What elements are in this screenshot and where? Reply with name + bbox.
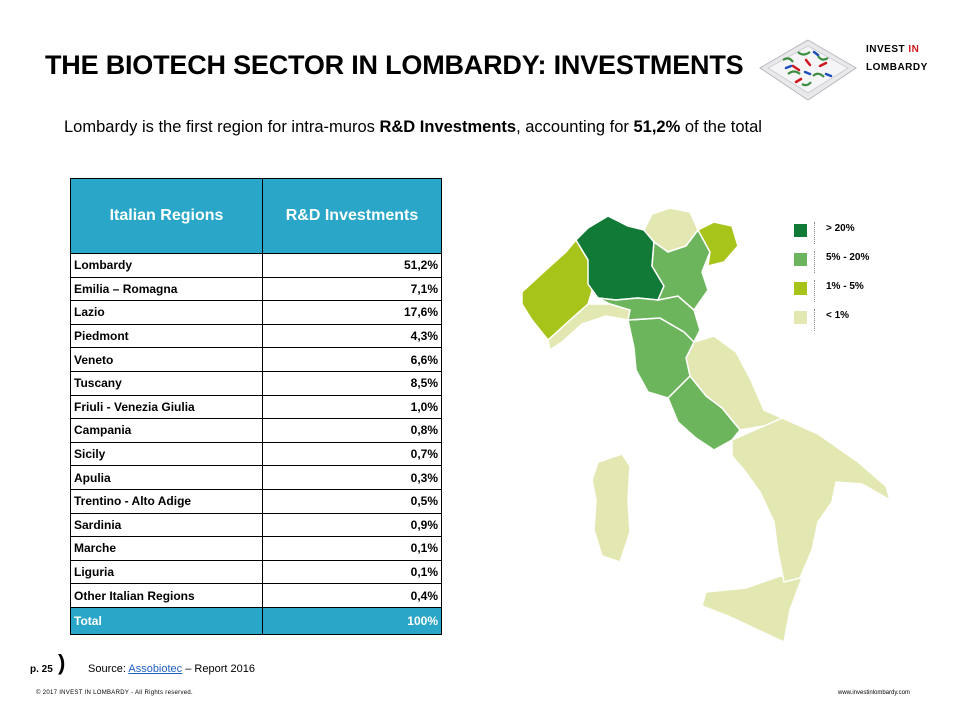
legend-item: > 20% bbox=[794, 222, 894, 251]
region-name: Friuli - Venezia Giulia bbox=[70, 394, 263, 420]
table-row: Lazio 17,6% bbox=[70, 300, 442, 325]
source-suffix: – Report 2016 bbox=[182, 663, 255, 675]
total-label: Total bbox=[70, 606, 263, 635]
legend-swatch bbox=[794, 253, 807, 266]
investment-value: 4,3% bbox=[262, 323, 442, 349]
legend-label: > 20% bbox=[826, 223, 855, 234]
copyright: © 2017 INVEST IN LOMBARDY - All Rights r… bbox=[36, 690, 193, 696]
legend-swatch bbox=[794, 282, 807, 295]
source-note: Source: Assobiotec – Report 2016 bbox=[88, 663, 255, 675]
region-name: Liguria bbox=[70, 559, 263, 585]
region-emilia-romagna bbox=[597, 295, 701, 344]
investment-value: 17,6% bbox=[262, 300, 442, 325]
legend-label: 5% - 20% bbox=[826, 252, 870, 263]
total-value: 100% bbox=[262, 606, 442, 635]
table-row: Liguria 0,1% bbox=[70, 559, 442, 585]
investment-value: 0,1% bbox=[262, 559, 442, 585]
table-row: Campania 0,8% bbox=[70, 418, 442, 443]
table-row: Veneto 6,6% bbox=[70, 347, 442, 372]
region-name: Marche bbox=[70, 536, 263, 561]
subtitle-emphasis: R&D Investments bbox=[379, 118, 517, 136]
region-name: Sicily bbox=[70, 441, 263, 467]
page-paren-ornament: ) bbox=[58, 650, 66, 675]
legend-label: < 1% bbox=[826, 310, 850, 321]
legend-divider bbox=[814, 222, 816, 244]
subtitle-part: , accounting for bbox=[516, 118, 634, 136]
region-name: Trentino - Alto Adige bbox=[70, 488, 263, 514]
table-row: Sardinia 0,9% bbox=[70, 512, 442, 538]
legend-divider bbox=[814, 280, 816, 302]
investment-value: 0,3% bbox=[262, 465, 442, 490]
region-veneto bbox=[651, 228, 711, 312]
region-name: Lombardy bbox=[70, 253, 263, 278]
legend-item: < 1% bbox=[794, 309, 894, 338]
investment-value: 0,7% bbox=[262, 441, 442, 467]
legend-divider bbox=[814, 309, 816, 331]
table-row: Emilia – Romagna 7,1% bbox=[70, 276, 442, 302]
page-number: p. 25 bbox=[30, 664, 53, 675]
legend-swatch bbox=[794, 224, 807, 237]
region-name: Piedmont bbox=[70, 323, 263, 349]
logo-word-lombardy: LOMBARDY bbox=[866, 62, 928, 73]
investment-value: 0,1% bbox=[262, 536, 442, 561]
region-name: Emilia – Romagna bbox=[70, 276, 263, 302]
region-name: Campania bbox=[70, 418, 263, 443]
legend-item: 1% - 5% bbox=[794, 280, 894, 309]
page-title: THE BIOTECH SECTOR IN LOMBARDY: INVESTME… bbox=[45, 50, 744, 80]
region-name: Apulia bbox=[70, 465, 263, 490]
investment-value: 51,2% bbox=[262, 253, 442, 278]
region-sardinia bbox=[591, 453, 631, 563]
logo-word-invest: INVEST bbox=[866, 44, 909, 55]
subtitle: Lombardy is the first region for intra-m… bbox=[64, 118, 762, 137]
subtitle-part: Lombardy is the first region for intra-m… bbox=[64, 118, 380, 136]
region-south bbox=[731, 417, 892, 583]
legend-divider bbox=[814, 251, 816, 273]
region-name: Tuscany bbox=[70, 370, 263, 396]
region-piedmont bbox=[521, 238, 595, 342]
region-name: Other Italian Regions bbox=[70, 583, 263, 608]
source-link[interactable]: Assobiotec bbox=[128, 663, 183, 675]
region-sicily bbox=[701, 575, 804, 644]
total-row: Total 100% bbox=[70, 606, 442, 635]
investment-value: 0,9% bbox=[262, 512, 442, 538]
logo-icon bbox=[759, 39, 857, 101]
investment-value: 0,8% bbox=[262, 418, 442, 443]
map-legend: > 20% 5% - 20% 1% - 5% < 1% bbox=[794, 222, 894, 338]
column-header-investment: R&D Investments bbox=[262, 178, 442, 254]
investment-value: 6,6% bbox=[262, 347, 442, 372]
region-name: Veneto bbox=[70, 347, 263, 372]
table-row: Piedmont 4,3% bbox=[70, 323, 442, 349]
investment-value: 0,4% bbox=[262, 583, 442, 608]
table-row: Trentino - Alto Adige 0,5% bbox=[70, 488, 442, 514]
italy-map bbox=[521, 207, 892, 644]
column-header-region: Italian Regions bbox=[70, 178, 263, 254]
region-friuli-venezia-giulia bbox=[696, 221, 739, 267]
legend-swatch bbox=[794, 311, 807, 324]
subtitle-part: of the total bbox=[680, 118, 762, 136]
source-prefix: Source: bbox=[88, 663, 129, 675]
table-row: Tuscany 8,5% bbox=[70, 370, 442, 396]
investments-table: Italian Regions R&D Investments Lombardy… bbox=[70, 178, 442, 635]
table-row: Friuli - Venezia Giulia 1,0% bbox=[70, 394, 442, 420]
investment-value: 0,5% bbox=[262, 488, 442, 514]
logo-text: INVEST IN LOMBARDY bbox=[866, 41, 928, 77]
region-name: Sardinia bbox=[70, 512, 263, 538]
legend-label: 1% - 5% bbox=[826, 281, 864, 292]
investment-value: 8,5% bbox=[262, 370, 442, 396]
table-row: Marche 0,1% bbox=[70, 536, 442, 561]
investment-value: 7,1% bbox=[262, 276, 442, 302]
website-url: www.investinlombardy.com bbox=[838, 690, 910, 696]
region-name: Lazio bbox=[70, 300, 263, 325]
table-row: Apulia 0,3% bbox=[70, 465, 442, 490]
legend-item: 5% - 20% bbox=[794, 251, 894, 280]
table-row: Lombardy 51,2% bbox=[70, 253, 442, 278]
table-header-row: Italian Regions R&D Investments bbox=[70, 178, 442, 254]
table-row: Other Italian Regions 0,4% bbox=[70, 583, 442, 608]
region-lazio bbox=[667, 374, 741, 451]
investment-value: 1,0% bbox=[262, 394, 442, 420]
subtitle-emphasis: 51,2% bbox=[633, 118, 681, 136]
table-row: Sicily 0,7% bbox=[70, 441, 442, 467]
logo-word-in: IN bbox=[908, 44, 920, 55]
